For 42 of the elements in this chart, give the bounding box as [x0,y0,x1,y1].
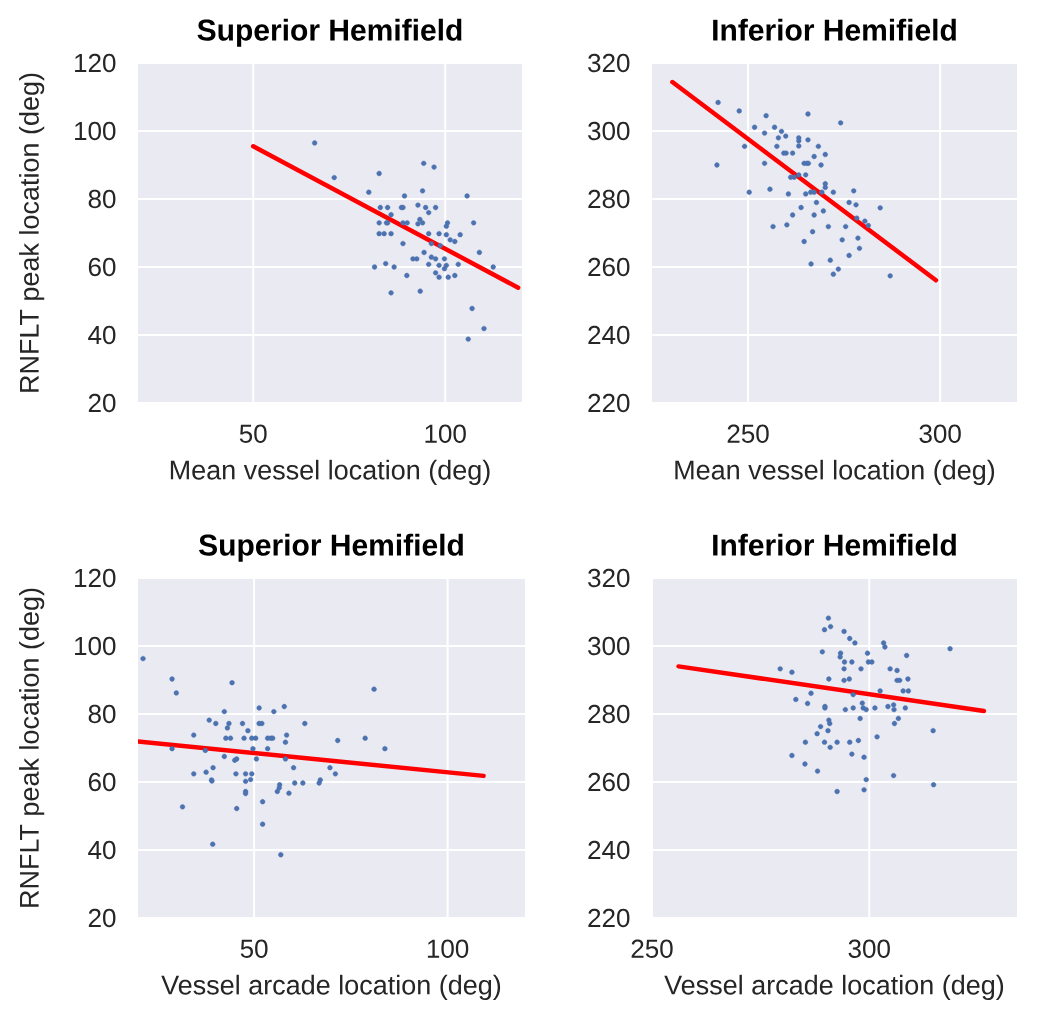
x-tick-label: 50 [240,939,268,958]
x-tick-label: 250 [631,939,673,958]
y-tick-label: 260 [588,772,630,792]
x-tick-label: 300 [848,939,890,958]
chart-title: Superior Hemifield [199,533,463,562]
x-axis-title: Vessel arcade location (deg) [161,974,501,1000]
y-tick-label: 220 [588,908,630,928]
y-tick-label: 260 [588,257,630,277]
y-tick-label: 320 [588,568,630,588]
y-tick-label: 120 [75,568,116,588]
x-tick-label: 250 [727,424,769,443]
y-tick-label: 60 [88,257,116,277]
chart-title: Superior Hemifield [197,18,462,47]
x-tick-label: 100 [425,424,466,443]
x-tick-label: 300 [919,424,961,443]
y-tick-label: 20 [88,393,116,413]
y-tick-label: 120 [75,53,116,73]
x-axis-title: Vessel arcade location (deg) [664,974,1004,1000]
y-tick-label: 280 [588,189,630,209]
y-tick-label: 300 [588,121,630,141]
y-tick-label: 100 [75,121,116,141]
y-tick-label: 320 [588,53,630,73]
x-axis-title: Mean vessel location (deg) [675,459,995,485]
x-axis-title: Mean vessel location (deg) [170,459,490,485]
y-tick-label: 20 [88,908,116,928]
chart-title: Inferior Hemifield [713,18,956,41]
y-tick-label: 240 [588,840,630,860]
y-tick-label: 80 [88,189,116,209]
y-tick-label: 100 [75,636,116,656]
y-tick-label: 220 [588,393,630,413]
y-axis-title: RNFLT peak location (deg) [19,588,45,907]
y-tick-label: 40 [88,840,116,860]
y-tick-label: 80 [88,704,116,724]
y-tick-label: 280 [588,704,630,724]
chart-title: Inferior Hemifield [713,533,956,556]
x-tick-label: 50 [239,424,267,443]
y-tick-label: 60 [88,772,116,792]
x-tick-label: 100 [427,939,469,958]
y-tick-label: 240 [588,325,630,345]
y-tick-label: 300 [588,636,630,656]
y-axis-title: RNFLT peak location (deg) [19,73,45,392]
y-tick-label: 40 [88,325,116,345]
